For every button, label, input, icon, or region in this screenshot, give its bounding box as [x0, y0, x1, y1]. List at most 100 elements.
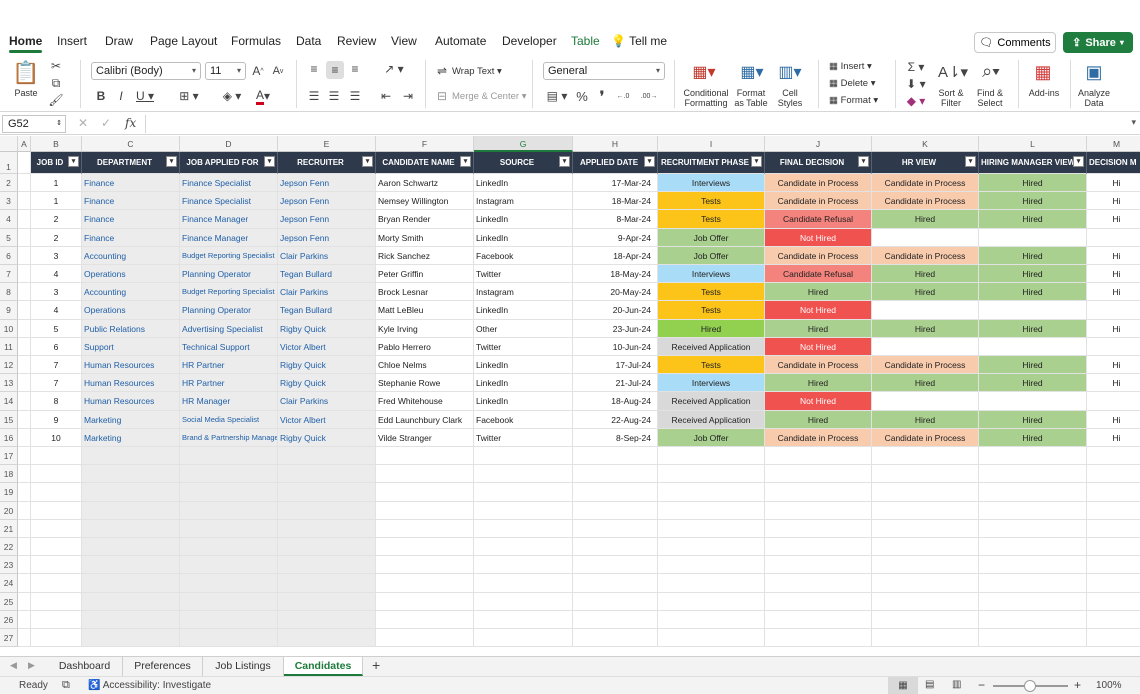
- column-header-l[interactable]: L: [979, 136, 1087, 152]
- empty-cell[interactable]: [1087, 483, 1140, 502]
- candidate-name-cell[interactable]: Aaron Schwartz: [376, 174, 474, 193]
- filter-dropdown-icon[interactable]: ▾: [264, 156, 275, 167]
- percent-icon[interactable]: %: [576, 88, 588, 104]
- recruitment-phase-cell[interactable]: Received Application: [658, 337, 765, 356]
- empty-cell[interactable]: [18, 556, 31, 575]
- decision-maker-cell[interactable]: Hi: [1087, 265, 1140, 284]
- spreadsheet-grid[interactable]: A B C D E F G H I J K L M 1 2 3 4 5 6 7 8 9 10 11 12 13 14 15 16 17 18…: [0, 136, 1140, 656]
- merge-center-button[interactable]: Merge & Center ▾: [452, 91, 527, 102]
- ribbon-tab-formulas[interactable]: Formulas: [231, 34, 282, 48]
- job-applied-cell[interactable]: Planning Operator: [180, 301, 278, 320]
- decrease-indent-icon[interactable]: ⇤: [380, 89, 392, 103]
- hr-view-cell[interactable]: Hired: [872, 319, 979, 338]
- row-header[interactable]: 2: [0, 174, 18, 193]
- empty-cell[interactable]: [658, 538, 765, 557]
- cell-styles-button[interactable]: Cell Styles: [777, 88, 803, 108]
- candidate-name-cell[interactable]: Rick Sanchez: [376, 246, 474, 265]
- page-break-view-icon[interactable]: ▥: [952, 679, 962, 690]
- empty-cell[interactable]: [31, 501, 82, 520]
- candidate-name-cell[interactable]: Stephanie Rowe: [376, 374, 474, 393]
- hr-view-cell[interactable]: Candidate in Process: [872, 192, 979, 211]
- department-cell[interactable]: Support: [82, 337, 180, 356]
- candidate-name-cell[interactable]: Fred Whitehouse: [376, 392, 474, 411]
- table-header-cell[interactable]: SOURCE ▾: [474, 152, 573, 174]
- candidate-name-cell[interactable]: Matt LeBleu: [376, 301, 474, 320]
- filter-dropdown-icon[interactable]: ▾: [362, 156, 373, 167]
- hiring-manager-view-cell[interactable]: [979, 301, 1087, 320]
- ribbon-tab-table[interactable]: Table: [571, 34, 600, 48]
- ribbon-tab-page-layout[interactable]: Page Layout: [150, 34, 218, 48]
- empty-cell[interactable]: [18, 610, 31, 629]
- department-cell[interactable]: Marketing: [82, 428, 180, 447]
- source-cell[interactable]: LinkedIn: [474, 174, 573, 193]
- department-cell[interactable]: Accounting: [82, 246, 180, 265]
- recruiter-cell[interactable]: Jepson Fenn: [278, 174, 376, 193]
- hiring-manager-view-cell[interactable]: Hired: [979, 428, 1087, 447]
- fill-icon[interactable]: ⬇ ▾: [906, 77, 926, 91]
- recruiter-cell[interactable]: Clair Parkins: [278, 246, 376, 265]
- job-id-cell[interactable]: 7: [31, 356, 82, 375]
- conditional-formatting-button[interactable]: Conditional Formatting: [683, 88, 729, 108]
- empty-cell[interactable]: [278, 465, 376, 484]
- comments-button[interactable]: 🗨 Comments: [974, 32, 1056, 53]
- empty-cell[interactable]: [474, 538, 573, 557]
- empty-cell[interactable]: [18, 192, 31, 211]
- empty-cell[interactable]: [1087, 574, 1140, 593]
- department-cell[interactable]: Accounting: [82, 283, 180, 302]
- row-header[interactable]: 20: [0, 501, 18, 520]
- hr-view-cell[interactable]: Candidate in Process: [872, 246, 979, 265]
- delete-cells-button[interactable]: ▦ Delete ▾: [829, 78, 876, 89]
- job-applied-cell[interactable]: Budget Reporting Specialist: [180, 283, 278, 302]
- source-cell[interactable]: Instagram: [474, 283, 573, 302]
- empty-cell[interactable]: [658, 629, 765, 648]
- copy-icon[interactable]: ⧉: [51, 75, 61, 90]
- empty-cell[interactable]: [278, 556, 376, 575]
- empty-cell[interactable]: [1087, 611, 1140, 629]
- job-id-cell[interactable]: 7: [31, 374, 82, 393]
- applied-date-cell[interactable]: 10-Jun-24: [573, 337, 658, 356]
- decision-maker-cell[interactable]: Hi: [1087, 411, 1140, 429]
- recruitment-phase-cell[interactable]: Hired: [658, 319, 765, 338]
- empty-cell[interactable]: [872, 574, 979, 593]
- empty-cell[interactable]: [18, 374, 31, 393]
- decision-maker-cell[interactable]: Hi: [1087, 320, 1140, 338]
- recruiter-cell[interactable]: Rigby Quick: [278, 428, 376, 447]
- empty-cell[interactable]: [376, 465, 474, 484]
- empty-cell[interactable]: [979, 592, 1087, 611]
- empty-cell[interactable]: [18, 428, 31, 447]
- final-decision-cell[interactable]: Not Hired: [765, 392, 872, 411]
- empty-cell[interactable]: [872, 501, 979, 520]
- empty-cell[interactable]: [1087, 538, 1140, 557]
- row-header[interactable]: 7: [0, 265, 18, 284]
- empty-cell[interactable]: [376, 629, 474, 648]
- empty-cell[interactable]: [979, 447, 1087, 466]
- share-button[interactable]: ⇪ Share ▾: [1063, 32, 1133, 53]
- clear-icon[interactable]: ◆ ▾: [906, 94, 926, 108]
- borders-icon[interactable]: ⊞ ▾: [179, 89, 199, 103]
- table-header-cell[interactable]: HIRING MANAGER VIEW ▾: [979, 152, 1087, 174]
- empty-cell[interactable]: [979, 483, 1087, 502]
- empty-cell[interactable]: [278, 538, 376, 557]
- applied-date-cell[interactable]: 22-Aug-24: [573, 410, 658, 429]
- column-header-h[interactable]: H: [573, 136, 658, 152]
- row-header[interactable]: 27: [0, 629, 18, 648]
- insert-function-icon[interactable]: fx: [125, 116, 137, 130]
- empty-cell[interactable]: [18, 301, 31, 320]
- column-header-e[interactable]: E: [278, 136, 376, 152]
- empty-cell[interactable]: [31, 629, 82, 648]
- final-decision-cell[interactable]: Candidate in Process: [765, 174, 872, 193]
- align-middle-icon[interactable]: ≡: [326, 61, 344, 79]
- empty-cell[interactable]: [82, 447, 180, 466]
- recruiter-cell[interactable]: Tegan Bullard: [278, 265, 376, 284]
- empty-cell[interactable]: [573, 538, 658, 557]
- empty-cell[interactable]: [474, 556, 573, 575]
- empty-cell[interactable]: [180, 574, 278, 593]
- decision-maker-cell[interactable]: [1087, 301, 1140, 320]
- ribbon-tab-home[interactable]: Home: [9, 34, 43, 53]
- empty-cell[interactable]: [474, 483, 573, 502]
- table-header-cell[interactable]: RECRUITER ▾: [278, 152, 376, 174]
- empty-cell[interactable]: [180, 592, 278, 611]
- recruiter-cell[interactable]: Rigby Quick: [278, 374, 376, 393]
- empty-cell[interactable]: [18, 592, 31, 611]
- column-header-b[interactable]: B: [31, 136, 82, 152]
